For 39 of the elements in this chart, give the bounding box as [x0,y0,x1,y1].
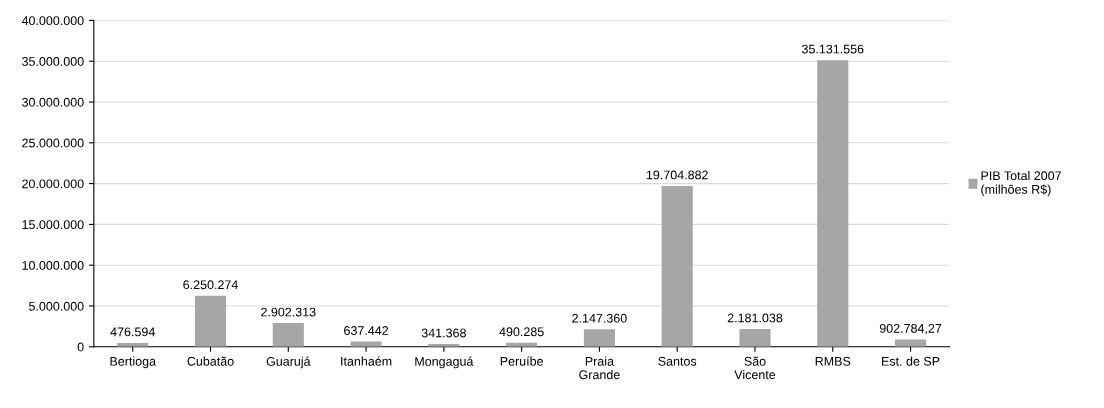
data-label: 490.285 [499,327,544,337]
x-tick-label: Guarujá [266,356,311,369]
data-label: 6.250.274 [183,280,238,290]
x-tick-label: Santos [658,356,697,366]
data-label: 902.784,27 [879,323,942,335]
x-tick-label: Cubatão [187,356,234,366]
bar [739,329,771,347]
bar [894,339,927,347]
x-tick-label: Est. de SP [882,356,940,366]
data-label: 2.147.360 [572,313,627,323]
x-tick-label: Bertioga [110,356,157,369]
y-tick-label: 40.000.000 [21,16,84,26]
x-tick-label: São Vicente [734,356,776,380]
x-tick-label: Peruíbe [500,356,543,366]
legend-label: PIB Total 2007 (milhões R$) [981,170,1061,197]
x-tick-label: RMBS [815,356,851,366]
data-label: 19.704.882 [646,170,708,180]
data-label: 35.131.556 [801,44,864,54]
y-tick-label: 5.000.000 [29,301,84,311]
bar [661,186,693,347]
data-label: 476.594 [110,327,155,337]
bar [272,323,304,347]
y-tick-label: 30.000.000 [22,97,84,107]
data-label: 341.368 [421,328,466,338]
y-tick-label: 10.000.000 [22,261,84,270]
bar [194,295,227,347]
x-tick-label: Mongaguá [415,356,474,369]
x-tick-label: Itanhaém [341,356,392,366]
data-label: 2.902.313 [261,307,316,317]
y-tick-label: 20.000.000 [22,179,84,189]
x-tick-label: Praia Grande [579,356,620,380]
y-tick-label: 25.000.000 [22,138,84,148]
y-tick-label: 0 [77,342,84,352]
y-tick-label: 15.000.000 [22,220,84,230]
bar [817,60,849,347]
data-label: 637.442 [344,326,389,335]
bar [583,329,615,347]
data-label: 2.181.038 [727,313,783,323]
y-tick-label: 35.000.000 [22,57,84,66]
